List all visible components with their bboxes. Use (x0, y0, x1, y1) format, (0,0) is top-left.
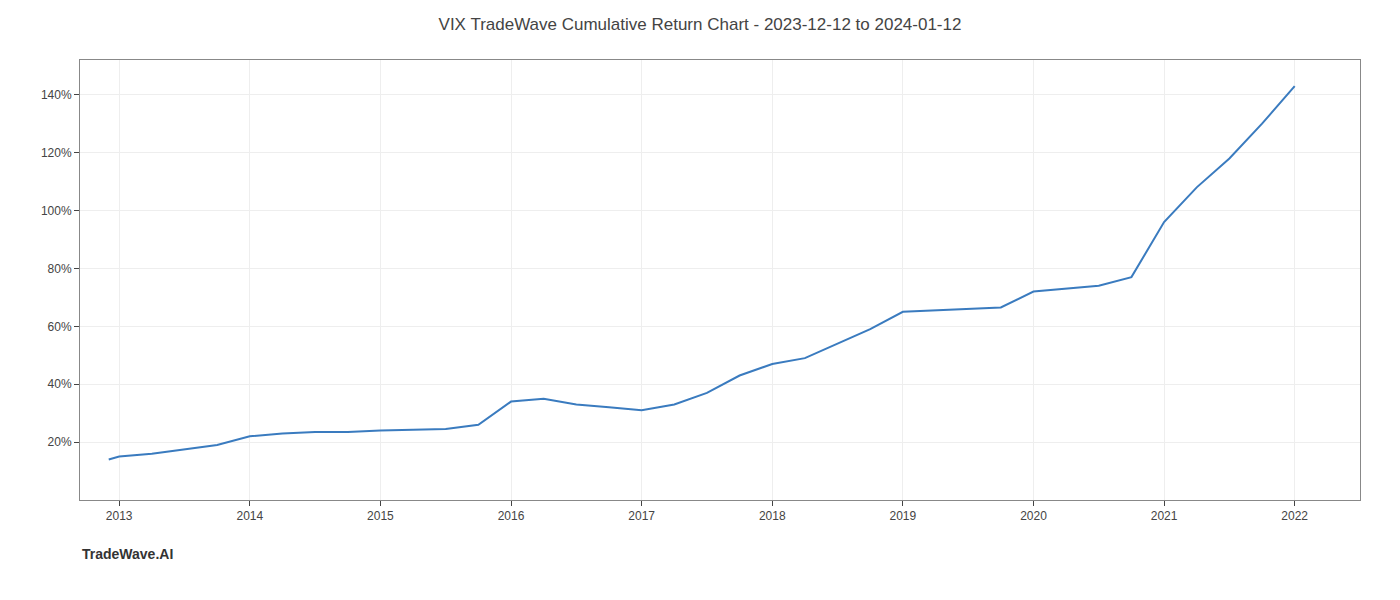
svg-text:140%: 140% (41, 88, 72, 102)
svg-text:2017: 2017 (628, 509, 655, 523)
svg-text:2014: 2014 (236, 509, 263, 523)
svg-text:2018: 2018 (759, 509, 786, 523)
svg-text:20%: 20% (48, 435, 72, 449)
svg-text:60%: 60% (48, 320, 72, 334)
svg-text:120%: 120% (41, 146, 72, 160)
svg-text:2015: 2015 (367, 509, 394, 523)
svg-text:100%: 100% (41, 204, 72, 218)
svg-text:2022: 2022 (1281, 509, 1308, 523)
svg-text:2013: 2013 (106, 509, 133, 523)
svg-text:2021: 2021 (1151, 509, 1178, 523)
svg-text:2019: 2019 (890, 509, 917, 523)
svg-text:2016: 2016 (498, 509, 525, 523)
svg-text:VIX TradeWave Cumulative Retur: VIX TradeWave Cumulative Return Chart - … (439, 15, 962, 34)
svg-text:TradeWave.AI: TradeWave.AI (82, 546, 173, 562)
svg-text:80%: 80% (48, 262, 72, 276)
svg-text:40%: 40% (48, 377, 72, 391)
svg-text:2020: 2020 (1020, 509, 1047, 523)
